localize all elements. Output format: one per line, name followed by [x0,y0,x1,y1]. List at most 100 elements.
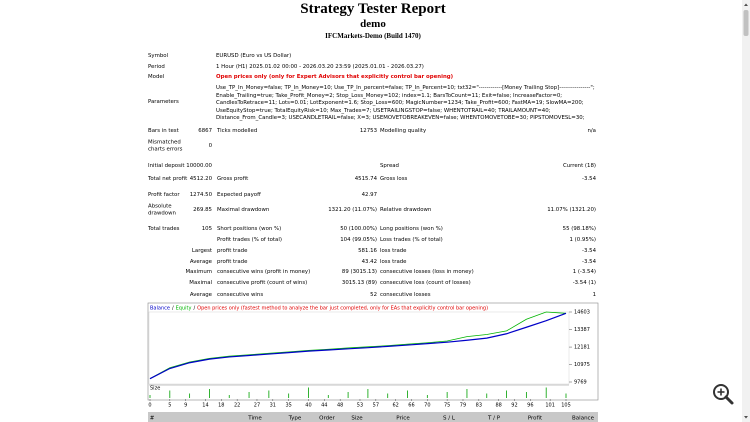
x-tick-label: 40 [305,403,311,409]
stat-value: 104 (99.05%) [340,236,377,243]
stat-value: Average [189,291,212,298]
series-line [149,311,567,380]
info-value: Open prices only (only for Expert Adviso… [216,73,454,80]
x-tick-label: 57 [373,403,379,409]
column-header: T / P [487,416,501,422]
stat-label: Relative drawdown [380,206,432,213]
stat-value: -3.54 [582,175,596,182]
stat-label: consecutive losses [380,291,431,298]
parameter-line: UseEquityStop=true; TotalEquityRisk=10; … [216,107,551,114]
scrollbar-track[interactable] [742,0,750,422]
stat-value: -3.54 [582,247,596,254]
parameter-line: CandlesToRetrace=11; Lots=0.01; LotExpon… [216,99,584,106]
size-label: Size [150,386,160,392]
x-tick-label: 88 [495,403,501,409]
size-bar [169,390,171,398]
size-bar [426,395,428,398]
x-tick-label: 83 [476,403,482,409]
size-bar [446,392,448,398]
stat-label: Gross profit [217,175,249,182]
stat-value: Maximal [189,279,212,286]
series-line [149,312,567,380]
stat-value: 1 [592,291,596,298]
table-header-bg [148,412,598,422]
stat-value: -3.54 [582,258,596,265]
legend-entry: Open prices only (fastest method to anal… [197,306,488,312]
x-tick-label: 31 [270,403,276,409]
size-bar [327,395,329,398]
stat-value: 0 [208,142,212,149]
report-subtitle: demo [360,18,386,30]
stat-value: 50 (100.00%) [340,225,377,232]
info-label: Model [148,73,165,80]
stat-label: profit trade [217,247,248,254]
stat-label: Initial deposit [148,162,185,169]
stat-label: profit trade [217,258,248,265]
stat-value: 10000.00 [186,162,212,169]
info-label: Symbol [148,52,169,59]
stat-value: 12753 [359,127,377,134]
x-tick-label: 35 [285,403,291,409]
column-header: Balance [572,416,595,422]
y-tick-label: 13387 [574,327,590,333]
x-tick-label: 44 [321,403,327,409]
stat-value: 52 [370,291,377,298]
x-tick-label: 9 [184,403,187,409]
x-tick-label: 79 [460,403,466,409]
size-bar [268,390,270,398]
x-tick-label: 70 [424,403,430,409]
size-bar [506,390,507,398]
x-tick-label: 96 [527,403,533,409]
size-bar [209,389,210,398]
scrollbar-thumb[interactable] [743,10,749,36]
stat-value: Largest [191,247,212,254]
size-bar [308,387,309,398]
scroll-up[interactable] [744,3,748,7]
stat-value: 1 (-3.54) [572,268,596,275]
stat-label: Total net profit [148,175,188,182]
legend-entry: Balance [150,306,170,312]
stat-label: consecutive loss (count of losses) [380,279,471,286]
size-bar [387,393,389,398]
column-header: Price [396,416,410,422]
stat-label: consecutive wins [217,291,264,298]
x-tick-label: 62 [392,403,398,409]
x-tick-label: 0 [148,403,151,409]
size-bar [228,395,230,398]
y-tick-label: 9769 [574,380,587,386]
stat-label: Mismatched charts errors [148,139,183,153]
x-tick-label: 101 [545,403,555,409]
stat-value: 42.97 [361,191,377,198]
column-header: S / L [443,416,456,422]
zoom-button[interactable] [713,384,734,405]
column-header: Time [247,416,262,422]
stat-value: 89 (3015.13) [341,268,377,275]
parameter-line: Use_TP_In_Money=false; TP_In_Money=10; U… [216,84,595,91]
stat-label: Expected payoff [217,191,261,198]
stat-label: Modelling quality [380,127,427,134]
scroll-down[interactable] [744,416,748,419]
stat-value: Average [189,258,212,265]
stat-label: loss trade [380,258,407,265]
legend-separator: / [172,306,174,312]
size-bar [466,389,468,398]
size-bar [545,387,547,398]
size-bar [347,392,349,398]
stat-value: 55 (98.18%) [562,225,596,232]
y-tick-label: 10975 [574,362,590,368]
info-label: Parameters [148,98,179,105]
info-label: Period [148,63,165,70]
stat-label: loss trade [380,247,407,254]
column-header: Size [351,416,363,422]
stat-value: 3015.13 (89) [341,279,377,286]
size-bar [367,389,369,398]
stat-label: consecutive profit (count of wins) [217,279,308,286]
stat-value: 4515.74 [354,175,377,182]
size-bar [565,393,567,398]
stat-value: 581.16 [358,247,377,254]
stat-value: Current (18) [562,162,596,169]
column-header: Type [288,416,302,422]
y-tick-label: 12181 [574,345,590,351]
stat-value: Maximum [185,268,212,275]
